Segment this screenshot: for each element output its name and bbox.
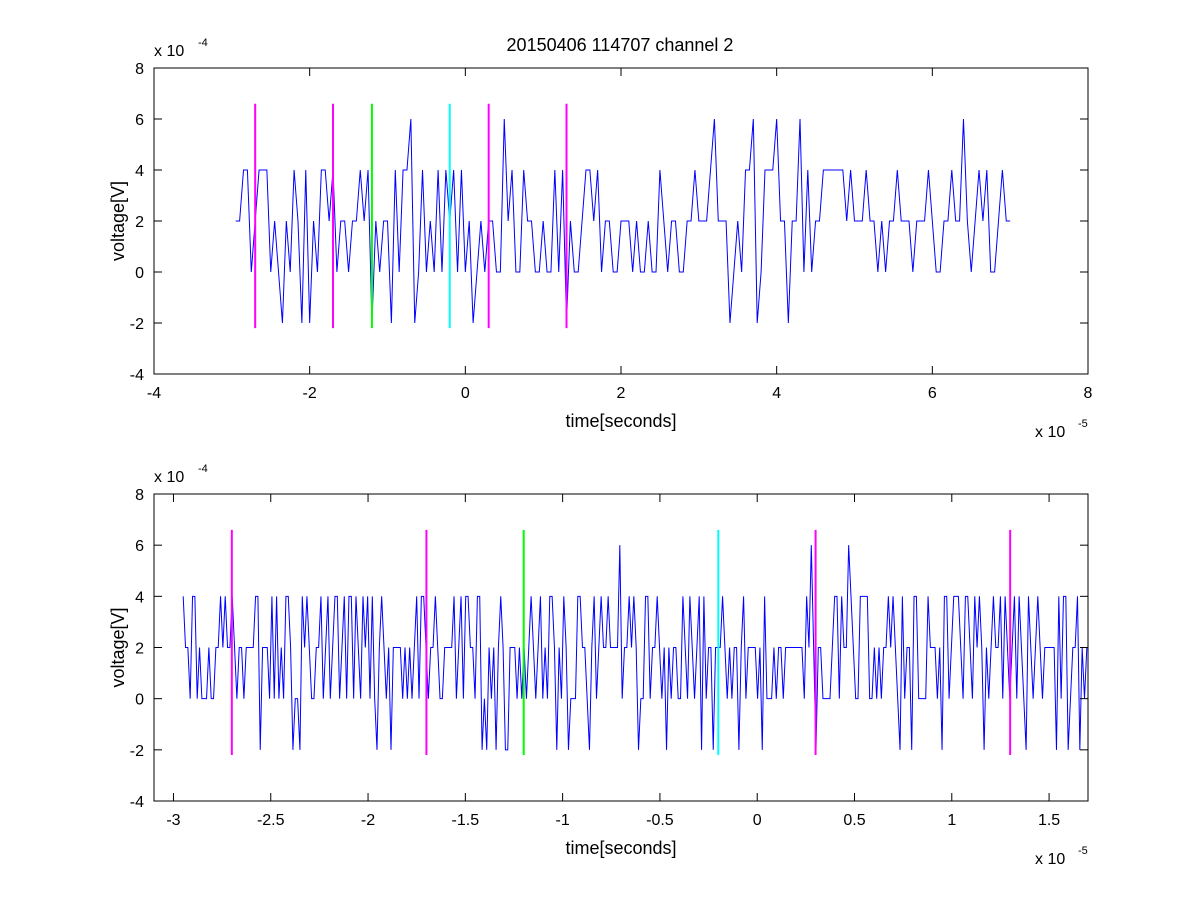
- x-tick-label: 0: [753, 812, 762, 829]
- x-tick-label: 6: [928, 385, 937, 402]
- y-tick-label: 6: [135, 112, 144, 129]
- x-tick-label: -1: [556, 812, 570, 829]
- x-tick-label: -4: [147, 385, 161, 402]
- y-tick-label: -4: [130, 367, 144, 384]
- y-tick-label: -4: [130, 794, 144, 811]
- y-tick-label: 4: [135, 163, 144, 180]
- signal-line: [235, 118, 1011, 324]
- y-tick-label: 2: [135, 214, 144, 231]
- y-axis-label: voltage[V]: [108, 607, 128, 687]
- y-tick-label: 8: [135, 487, 144, 504]
- y-tick-label: 0: [135, 692, 144, 709]
- x-tick-label: 0.5: [843, 812, 865, 829]
- top-plot: -4 -2 0 2 4 6 8 -4 -2 0 2 4 6 8 time[seconds] voltage[V…: [108, 37, 1093, 441]
- x-tick-label: 2: [617, 385, 626, 402]
- x-tick-label: 1.5: [1038, 812, 1060, 829]
- x-axis-label: time[seconds]: [565, 838, 676, 858]
- y-axis-exponent-power: -4: [198, 37, 208, 49]
- y-axis-exponent-power: -4: [198, 463, 208, 475]
- x-axis-exponent-power: -5: [1078, 418, 1088, 430]
- x-tick-label: -2.5: [257, 812, 285, 829]
- y-axis-exponent: x 10: [154, 43, 184, 60]
- x-axis-exponent-power: -5: [1078, 845, 1088, 857]
- x-tick-label: 1: [947, 812, 956, 829]
- y-tick-label: 4: [135, 589, 144, 606]
- signal-line: [182, 545, 1088, 751]
- y-tick-label: 0: [135, 265, 144, 282]
- y-axis-label: voltage[V]: [108, 181, 128, 261]
- x-tick-label: -1.5: [452, 812, 480, 829]
- x-axis-exponent: x 10: [1035, 424, 1065, 441]
- x-tick-label: -2: [361, 812, 375, 829]
- x-tick-label: 4: [772, 385, 781, 402]
- x-axis-exponent: x 10: [1035, 851, 1065, 868]
- bottom-plot: -3 -2.5 -2 -1.5 -1 -0.5 0 0.5 1 1.5 -4 -2 0 2 4 6 8 time[…: [108, 463, 1089, 868]
- y-tick-label: 2: [135, 641, 144, 658]
- chart-title: 20150406 114707 channel 2: [507, 35, 734, 55]
- y-tick-label: -2: [130, 316, 144, 333]
- x-tick-label: -3: [166, 812, 180, 829]
- x-tick-label: 0: [461, 385, 470, 402]
- x-tick-label: 8: [1084, 385, 1093, 402]
- x-tick-label: -0.5: [646, 812, 674, 829]
- y-tick-label: 6: [135, 538, 144, 555]
- y-tick-label: 8: [135, 61, 144, 78]
- x-axis-label: time[seconds]: [565, 411, 676, 431]
- y-axis-exponent: x 10: [154, 469, 184, 486]
- x-tick-label: -2: [303, 385, 317, 402]
- y-tick-label: -2: [130, 743, 144, 760]
